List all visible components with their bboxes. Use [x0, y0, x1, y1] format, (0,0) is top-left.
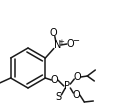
Text: −: − — [72, 37, 79, 46]
Text: +: + — [58, 39, 64, 45]
Text: O: O — [50, 75, 58, 85]
Text: N: N — [54, 40, 61, 50]
Text: P: P — [64, 81, 70, 91]
Text: O: O — [73, 90, 80, 100]
Text: O: O — [74, 72, 81, 82]
Text: O: O — [49, 28, 57, 38]
Text: S: S — [55, 92, 61, 102]
Text: O: O — [66, 39, 74, 49]
